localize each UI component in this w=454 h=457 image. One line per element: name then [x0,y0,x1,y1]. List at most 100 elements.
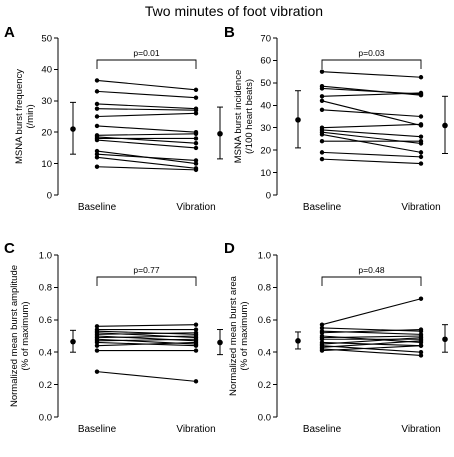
x-category-label: Vibration [176,202,215,213]
baseline-point [94,348,100,353]
mean-point [217,130,223,137]
baseline-point [319,337,325,342]
vibration-point [418,327,424,332]
vibration-point [193,327,199,332]
vibration-point [418,350,424,355]
vibration-point [418,90,424,96]
baseline-point [94,78,100,83]
baseline-point [94,343,100,348]
mean-point [70,338,76,345]
y-tick-label: 0.4 [39,348,52,359]
y-axis-label: Normalized mean burst area(% of maximum) [228,275,250,396]
subject-line [96,341,197,347]
significance-bracket [96,59,197,69]
baseline-point [319,98,325,104]
y-axis-label-line: MSNA burst frequency [14,69,25,164]
p-value-label: p=0.77 [133,265,160,275]
vibration-point [193,145,199,151]
x-category-label: Vibration [401,424,440,435]
panel-letter: D [224,240,235,257]
baseline-point [319,132,325,137]
p-value-label: p=0.03 [358,48,385,58]
subject-line [96,79,197,91]
subject-line [321,109,422,118]
vibration-point [193,136,199,141]
y-tick-label: 0.2 [258,380,271,391]
panel-letter: A [4,24,15,41]
y-tick-label: 10 [41,159,52,170]
vibration-point [418,138,424,144]
y-axis-label: Normalized mean burst amplitude(% of max… [9,265,31,407]
y-tick-label: 20 [41,128,52,139]
vibration-point [193,333,199,339]
x-category-label: Baseline [303,202,342,213]
subject-line [96,324,197,327]
y-tick-label: 50 [41,33,52,44]
y-tick-label: 0.2 [39,380,52,391]
subject-line [96,335,197,339]
x-category-label: Baseline [78,202,117,213]
baseline-point [94,369,100,374]
subject-line [321,131,422,144]
vibration-point [193,322,199,327]
vibration-point [418,75,424,80]
y-tick-label: 10 [260,168,271,179]
subject-line [321,337,422,345]
mean-point [442,122,448,129]
vibration-point [418,353,424,358]
subject-line [96,112,197,118]
baseline-point [319,150,325,155]
subject-line [96,108,197,111]
subject-line [96,330,197,335]
x-category-label: Vibration [401,202,440,213]
y-tick-label: 0.8 [39,283,52,294]
y-axis-label-line: (/min) [25,104,36,128]
baseline-point [94,114,100,119]
baseline-point [319,348,325,353]
vibration-point [193,161,199,166]
subject-line [321,335,422,339]
vibration-point [193,131,199,136]
y-tick-label: 30 [260,123,271,134]
subject-line [321,129,422,138]
subject-line [321,158,422,165]
figure-title: Two minutes of foot vibration [145,3,323,19]
baseline-point [94,101,100,107]
significance-bracket [96,276,197,286]
y-axis-label: MSNA burst incidence(/100 heart beats) [233,70,255,163]
vibration-point [418,343,424,348]
baseline-point [319,156,325,162]
vibration-point [193,140,199,146]
subject-line [96,338,197,342]
panel-a: A 0 10 20 30 40 50 MSNA burst frequency(/min) Ba… [4,24,223,213]
y-tick-label: 40 [260,101,271,112]
baseline-point [94,164,100,169]
subject-line [96,153,197,162]
baseline-point [94,324,100,329]
panel-c: C 0.0 0.2 0.4 0.6 0.8 1.0 Normalized mean burst… [4,240,223,435]
subject-line [96,166,197,171]
vibration-point [193,379,199,384]
baseline-point [94,340,100,345]
vibration-point [193,95,199,100]
subject-line [96,133,197,136]
vibration-point [418,335,424,340]
y-tick-label: 50 [260,78,271,89]
p-value-label: p=0.48 [358,265,385,275]
y-tick-label: 60 [260,56,271,67]
baseline-point [319,138,325,144]
subject-line [96,125,197,133]
subject-line [321,151,422,158]
vibration-point [193,87,199,93]
vibration-point [193,340,199,345]
baseline-point [94,123,100,129]
vibration-point [193,158,199,163]
baseline-point [319,322,325,327]
y-tick-label: 0.4 [258,348,271,359]
y-tick-label: 30 [41,96,52,107]
y-axis-label-line: (% of maximum) [239,301,250,370]
y-axis-label-line: MSNA burst incidence [233,70,244,163]
baseline-point [94,106,100,111]
subject-line [96,103,197,110]
